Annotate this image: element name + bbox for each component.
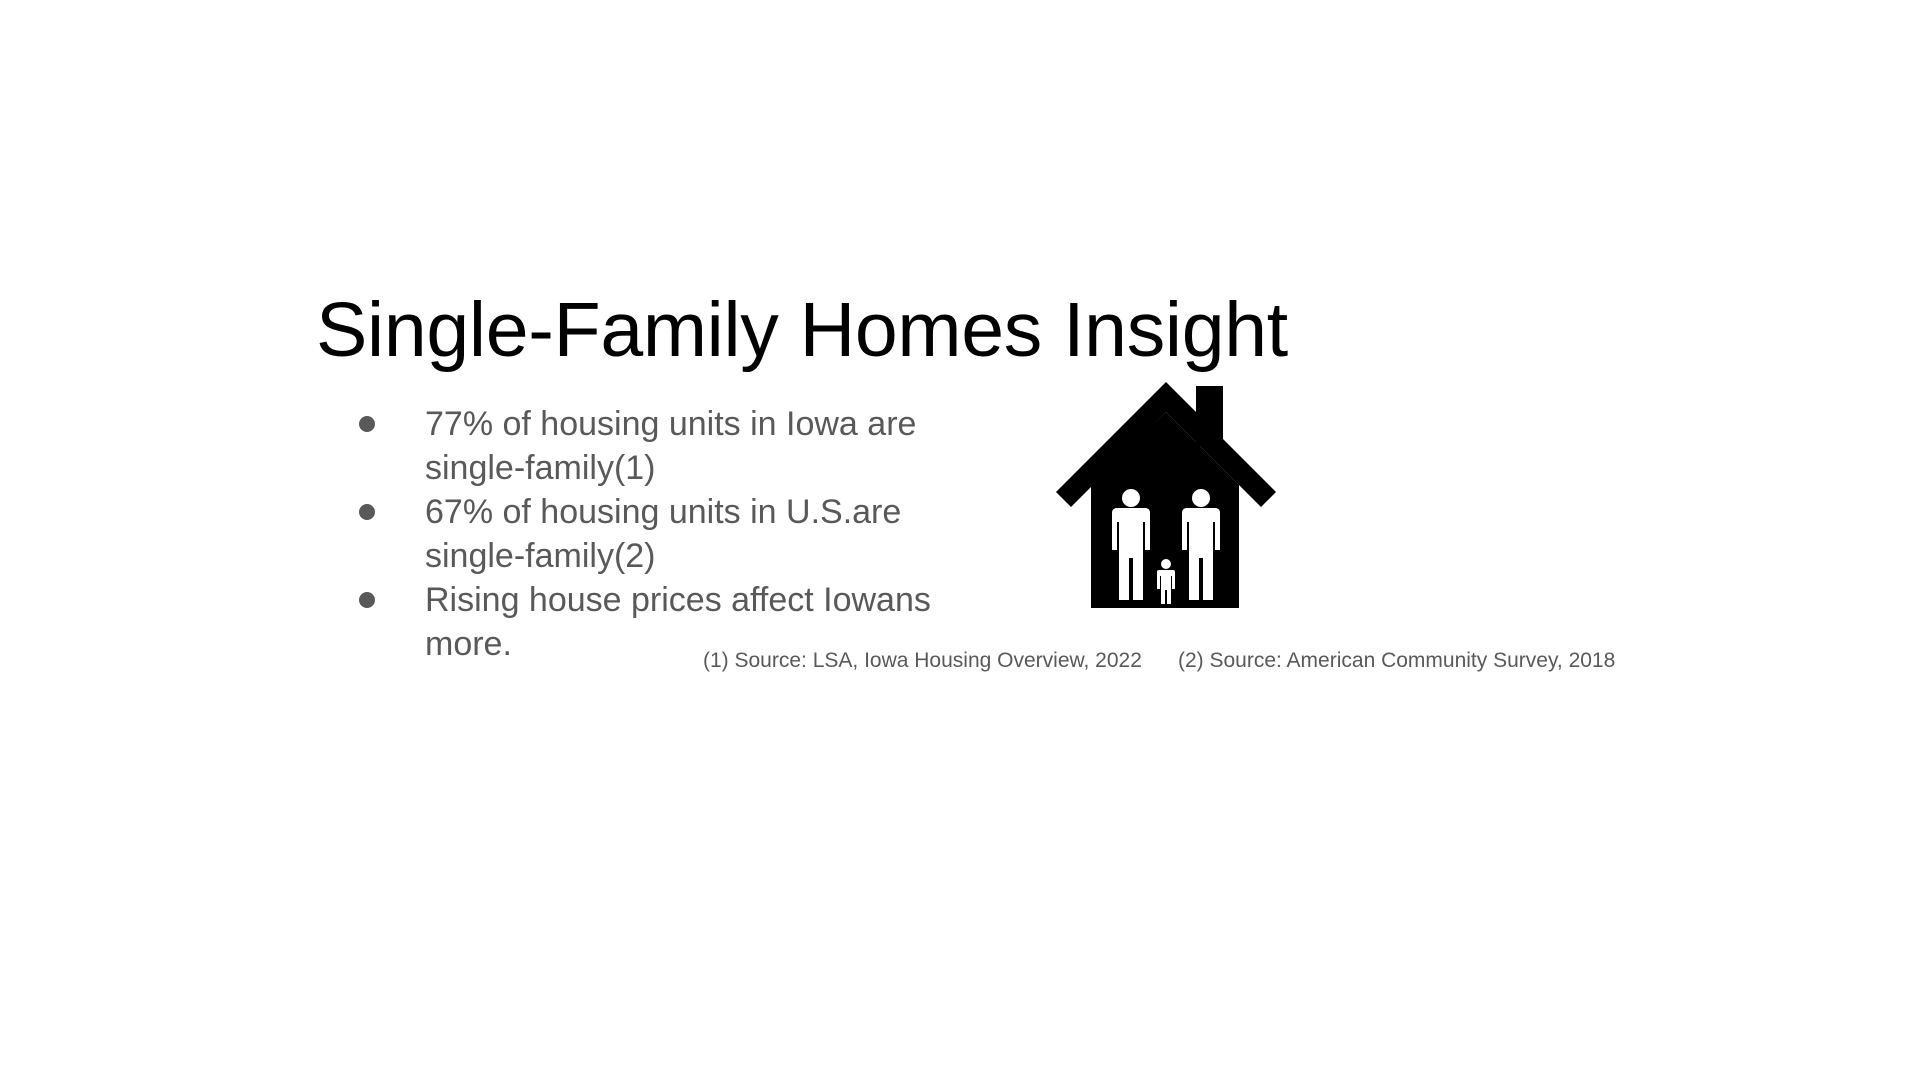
bullet-text: 77% of housing units in Iowa are single-… (425, 405, 917, 487)
bullet-text: Rising house prices affect Iowans more. (425, 581, 931, 663)
bullet-item: 77% of housing units in Iowa are single-… (355, 402, 975, 490)
bullet-dot-icon (359, 504, 375, 520)
bullet-list: 77% of housing units in Iowa are single-… (355, 402, 975, 666)
slide-title: Single-Family Homes Insight (316, 287, 1288, 373)
bullet-dot-icon (359, 592, 375, 608)
bullet-item: Rising house prices affect Iowans more. (355, 578, 975, 666)
bullet-dot-icon (359, 416, 375, 432)
footnote-source-1: (1) Source: LSA, Iowa Housing Overview, … (703, 649, 1142, 672)
family-house-icon (1056, 382, 1276, 608)
bullet-text: 67% of housing units in U.S.are single-f… (425, 493, 902, 575)
bullet-item: 67% of housing units in U.S.are single-f… (355, 490, 975, 578)
footnote-source-2: (2) Source: American Community Survey, 2… (1178, 649, 1616, 672)
